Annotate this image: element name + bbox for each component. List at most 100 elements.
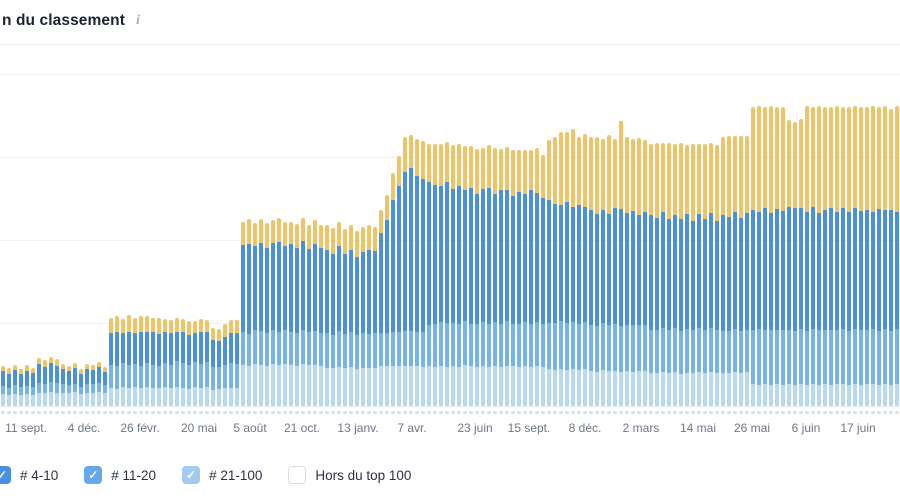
bar-segment-r11_20 <box>361 332 365 368</box>
legend-checkbox-21-100[interactable]: ✓ <box>182 466 201 484</box>
x-axis-tick <box>19 411 23 414</box>
bar <box>199 318 203 406</box>
bar-segment-top_yellow <box>7 367 11 374</box>
bar-segment-r11_20 <box>595 326 599 373</box>
legend-item-hors-du-top-100[interactable]: Hors du top 100 <box>288 466 411 484</box>
bar-segment-r4_10 <box>37 364 41 383</box>
bar <box>487 145 491 406</box>
bar-segment-r21_100 <box>865 384 869 406</box>
bar-segment-r11_20 <box>805 330 809 386</box>
bar-segment-r11_20 <box>559 321 563 369</box>
bar-segment-r21_100 <box>751 384 755 406</box>
bar-segment-r21_100 <box>655 373 659 406</box>
x-axis-label: 20 mai <box>180 421 218 435</box>
bar <box>571 129 575 406</box>
bar <box>751 107 755 406</box>
bar-segment-r4_10 <box>823 210 827 330</box>
legend-checkbox-4-10[interactable]: ✓ <box>0 466 11 484</box>
bar <box>601 138 605 406</box>
x-axis-tick <box>409 411 413 414</box>
bar-segment-r4_10 <box>865 210 869 330</box>
x-axis-tick <box>157 411 161 414</box>
bar <box>385 195 389 406</box>
x-axis-tick <box>331 411 335 414</box>
legend-item-4-10[interactable]: ✓ # 4-10 <box>0 466 58 484</box>
x-axis-tick <box>349 411 353 414</box>
legend-item-11-20[interactable]: ✓ # 11-20 <box>84 466 156 484</box>
bar-segment-r11_20 <box>97 383 101 393</box>
bar <box>109 318 113 406</box>
legend-checkbox-11-20[interactable]: ✓ <box>84 466 103 484</box>
bar-segment-r11_20 <box>511 323 515 367</box>
bar-segment-r11_20 <box>517 324 521 368</box>
bar <box>175 317 179 406</box>
bar <box>307 224 311 406</box>
bar-segment-r11_20 <box>169 364 173 389</box>
bar <box>895 106 899 406</box>
bar-segment-r11_20 <box>127 365 131 389</box>
bar-segment-top_yellow <box>289 221 293 245</box>
bar-segment-r21_100 <box>451 365 455 406</box>
bar-segment-top_yellow <box>481 148 485 189</box>
bar <box>445 142 449 406</box>
x-axis-tick <box>181 411 185 414</box>
bar-segment-r11_20 <box>247 333 251 367</box>
x-axis-tick <box>517 411 521 414</box>
bar-segment-r11_20 <box>55 383 59 394</box>
bar-segment-top_yellow <box>91 364 95 370</box>
bar-segment-r21_100 <box>523 365 527 406</box>
bar-segment-r4_10 <box>97 366 101 384</box>
bar <box>631 138 635 406</box>
bar-segment-top_yellow <box>295 223 299 248</box>
bar <box>835 106 839 406</box>
bar <box>415 139 419 406</box>
bar <box>331 228 335 406</box>
bar-segment-r11_20 <box>217 367 221 390</box>
legend-checkbox-hors-du-top-100[interactable] <box>288 466 307 484</box>
bar <box>37 358 41 406</box>
bar-segment-r21_100 <box>325 367 329 406</box>
bar-segment-r11_20 <box>619 325 623 372</box>
bar-segment-r21_100 <box>631 372 635 406</box>
bar-segment-r21_100 <box>589 371 593 406</box>
bar-segment-r4_10 <box>79 374 83 388</box>
bar-segment-r21_100 <box>193 387 197 406</box>
bar <box>625 137 629 406</box>
bar-segment-r11_20 <box>883 329 887 385</box>
bar-segment-r4_10 <box>805 211 809 331</box>
bar-segment-r4_10 <box>727 217 731 332</box>
bar-segment-r21_100 <box>847 384 851 406</box>
bar-segment-top_yellow <box>313 220 317 244</box>
x-axis-tick <box>739 411 743 414</box>
bar-segment-r4_10 <box>889 210 893 331</box>
bar-segment-r11_20 <box>625 324 629 372</box>
x-axis-tick <box>811 411 815 414</box>
x-axis-label: 26 févr. <box>120 421 160 435</box>
legend-item-21-100[interactable]: ✓ # 21-100 <box>182 466 262 484</box>
x-axis-tick <box>415 411 419 414</box>
bar <box>781 106 785 406</box>
bar-segment-r11_20 <box>679 330 683 374</box>
bar-segment-r21_100 <box>289 364 293 406</box>
bar-segment-r11_20 <box>673 328 677 373</box>
bar-segment-r11_20 <box>319 332 323 366</box>
x-axis-tick <box>469 411 473 414</box>
bar-segment-r11_20 <box>301 330 305 365</box>
bar-segment-top_yellow <box>649 143 653 216</box>
bar-segment-r21_100 <box>661 372 665 406</box>
bar-segment-r4_10 <box>835 212 839 330</box>
bar-segment-r4_10 <box>1 371 5 387</box>
bar-segment-r4_10 <box>175 331 179 361</box>
x-axis-tick <box>97 411 101 414</box>
bar <box>787 119 791 406</box>
bar <box>715 145 719 406</box>
info-icon[interactable]: i <box>135 13 140 28</box>
bar-segment-r4_10 <box>553 203 557 324</box>
bar-segment-r21_100 <box>505 365 509 406</box>
bar-segment-r21_100 <box>349 367 353 406</box>
bar-segment-r4_10 <box>637 214 641 325</box>
bar-segment-r21_100 <box>43 393 47 406</box>
bar-segment-r4_10 <box>229 332 233 364</box>
bar <box>391 172 395 406</box>
bar-segment-r21_100 <box>13 394 17 406</box>
